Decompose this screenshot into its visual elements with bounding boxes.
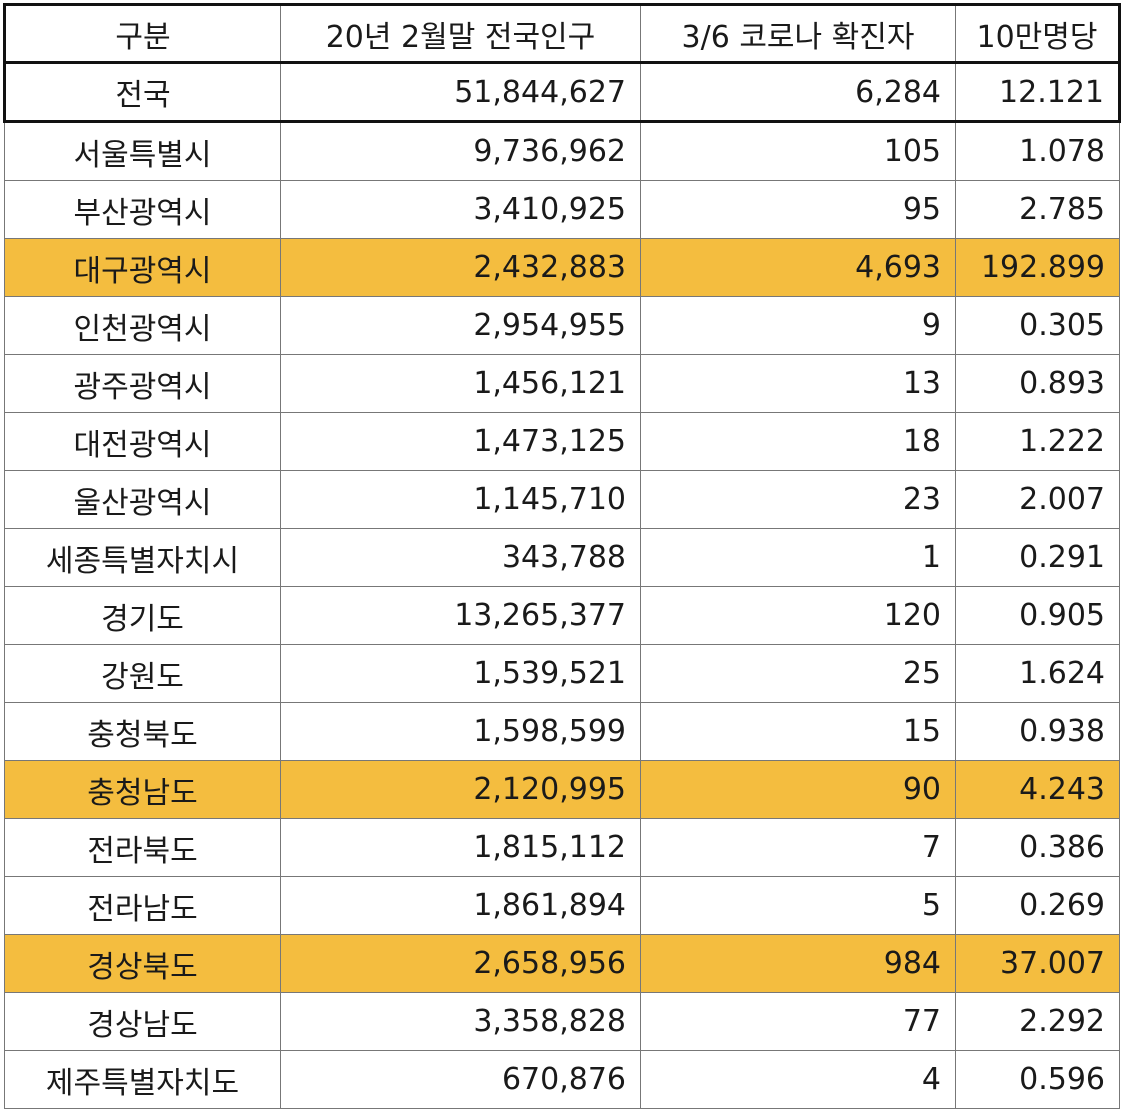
per100k-cell[interactable]: 0.291 [955, 528, 1120, 587]
population-cell[interactable]: 1,861,894 [280, 876, 641, 935]
population-cell[interactable]: 1,456,121 [280, 354, 641, 413]
region-cell[interactable]: 세종특별자치시 [4, 528, 281, 587]
table-row: 서울특별시 9,736,962 105 1.078 [4, 121, 1120, 181]
table-row: 충청북도 1,598,599 15 0.938 [4, 702, 1120, 761]
table-row: 부산광역시 3,410,925 95 2.785 [4, 180, 1120, 239]
population-cell[interactable]: 3,358,828 [280, 992, 641, 1051]
per100k-cell[interactable]: 0.905 [955, 586, 1120, 645]
per100k-cell[interactable]: 12.121 [955, 62, 1121, 123]
population-cell[interactable]: 2,658,956 [280, 934, 641, 993]
population-cell[interactable]: 343,788 [280, 528, 641, 587]
region-cell[interactable]: 서울특별시 [4, 121, 281, 181]
population-cell[interactable]: 9,736,962 [280, 121, 641, 181]
per100k-cell[interactable]: 0.596 [955, 1050, 1120, 1109]
cases-cell[interactable]: 105 [640, 121, 956, 181]
table-row: 대전광역시 1,473,125 18 1.222 [4, 412, 1120, 471]
population-cell[interactable]: 2,120,995 [280, 760, 641, 819]
per100k-cell[interactable]: 2.007 [955, 470, 1120, 529]
per100k-cell[interactable]: 192.899 [955, 238, 1120, 297]
cases-cell[interactable]: 5 [640, 876, 956, 935]
population-cell[interactable]: 1,145,710 [280, 470, 641, 529]
table-row: 제주특별자치도 670,876 4 0.596 [4, 1050, 1120, 1109]
region-cell[interactable]: 충청북도 [4, 702, 281, 761]
per100k-cell[interactable]: 1.222 [955, 412, 1120, 471]
cases-cell[interactable]: 7 [640, 818, 956, 877]
population-cell[interactable]: 670,876 [280, 1050, 641, 1109]
population-cell[interactable]: 1,473,125 [280, 412, 641, 471]
table-row: 울산광역시 1,145,710 23 2.007 [4, 470, 1120, 529]
table-row: 충청남도 2,120,995 90 4.243 [4, 760, 1120, 819]
table-row: 경상남도 3,358,828 77 2.292 [4, 992, 1120, 1051]
per100k-cell[interactable]: 0.269 [955, 876, 1120, 935]
region-cell[interactable]: 경상남도 [4, 992, 281, 1051]
table-row: 광주광역시 1,456,121 13 0.893 [4, 354, 1120, 413]
per100k-cell[interactable]: 37.007 [955, 934, 1120, 993]
per100k-cell[interactable]: 2.785 [955, 180, 1120, 239]
region-cell[interactable]: 전국 [3, 62, 281, 123]
table-row: 경상북도 2,658,956 984 37.007 [4, 934, 1120, 993]
population-cell[interactable]: 13,265,377 [280, 586, 641, 645]
table-body: 전국 51,844,627 6,284 12.121 서울특별시 9,736,962 105… [3, 62, 1121, 1109]
table-row: 전라북도 1,815,112 7 0.386 [4, 818, 1120, 877]
per100k-cell[interactable]: 1.624 [955, 644, 1120, 703]
population-cell[interactable]: 1,598,599 [280, 702, 641, 761]
region-cell[interactable]: 충청남도 [4, 760, 281, 819]
region-cell[interactable]: 경상북도 [4, 934, 281, 993]
covid-population-table: 구분 20년 2월말 전국인구 3/6 코로나 확진자 10만명당 전국 51,8… [3, 3, 1121, 1109]
region-cell[interactable]: 전라남도 [4, 876, 281, 935]
population-cell[interactable]: 1,539,521 [280, 644, 641, 703]
cases-cell[interactable]: 90 [640, 760, 956, 819]
cases-cell[interactable]: 23 [640, 470, 956, 529]
region-cell[interactable]: 경기도 [4, 586, 281, 645]
cases-cell[interactable]: 9 [640, 296, 956, 355]
cases-cell[interactable]: 18 [640, 412, 956, 471]
table-row: 인천광역시 2,954,955 9 0.305 [4, 296, 1120, 355]
table-row: 전라남도 1,861,894 5 0.269 [4, 876, 1120, 935]
region-cell[interactable]: 강원도 [4, 644, 281, 703]
population-cell[interactable]: 51,844,627 [280, 62, 641, 123]
per100k-cell[interactable]: 1.078 [955, 121, 1120, 181]
region-cell[interactable]: 제주특별자치도 [4, 1050, 281, 1109]
table-row: 대구광역시 2,432,883 4,693 192.899 [4, 238, 1120, 297]
per100k-cell[interactable]: 0.305 [955, 296, 1120, 355]
region-cell[interactable]: 인천광역시 [4, 296, 281, 355]
header-row: 구분 20년 2월말 전국인구 3/6 코로나 확진자 10만명당 [3, 3, 1121, 64]
per100k-cell[interactable]: 0.938 [955, 702, 1120, 761]
per100k-cell[interactable]: 0.386 [955, 818, 1120, 877]
cases-cell[interactable]: 984 [640, 934, 956, 993]
per100k-cell[interactable]: 4.243 [955, 760, 1120, 819]
region-cell[interactable]: 대구광역시 [4, 238, 281, 297]
region-cell[interactable]: 부산광역시 [4, 180, 281, 239]
total-row: 전국 51,844,627 6,284 12.121 [3, 62, 1121, 123]
header-region[interactable]: 구분 [3, 3, 281, 64]
cases-cell[interactable]: 1 [640, 528, 956, 587]
region-cell[interactable]: 광주광역시 [4, 354, 281, 413]
cases-cell[interactable]: 95 [640, 180, 956, 239]
header-per100k[interactable]: 10만명당 [955, 3, 1121, 64]
region-cell[interactable]: 울산광역시 [4, 470, 281, 529]
per100k-cell[interactable]: 2.292 [955, 992, 1120, 1051]
cases-cell[interactable]: 4,693 [640, 238, 956, 297]
header-population[interactable]: 20년 2월말 전국인구 [280, 3, 641, 64]
per100k-cell[interactable]: 0.893 [955, 354, 1120, 413]
cases-cell[interactable]: 120 [640, 586, 956, 645]
table-row: 경기도 13,265,377 120 0.905 [4, 586, 1120, 645]
cases-cell[interactable]: 4 [640, 1050, 956, 1109]
population-cell[interactable]: 3,410,925 [280, 180, 641, 239]
cases-cell[interactable]: 25 [640, 644, 956, 703]
region-cell[interactable]: 대전광역시 [4, 412, 281, 471]
region-cell[interactable]: 전라북도 [4, 818, 281, 877]
population-cell[interactable]: 2,954,955 [280, 296, 641, 355]
table-row: 강원도 1,539,521 25 1.624 [4, 644, 1120, 703]
header-cases[interactable]: 3/6 코로나 확진자 [640, 3, 956, 64]
population-cell[interactable]: 2,432,883 [280, 238, 641, 297]
cases-cell[interactable]: 15 [640, 702, 956, 761]
cases-cell[interactable]: 77 [640, 992, 956, 1051]
population-cell[interactable]: 1,815,112 [280, 818, 641, 877]
table-row: 세종특별자치시 343,788 1 0.291 [4, 528, 1120, 587]
cases-cell[interactable]: 13 [640, 354, 956, 413]
cases-cell[interactable]: 6,284 [640, 62, 956, 123]
